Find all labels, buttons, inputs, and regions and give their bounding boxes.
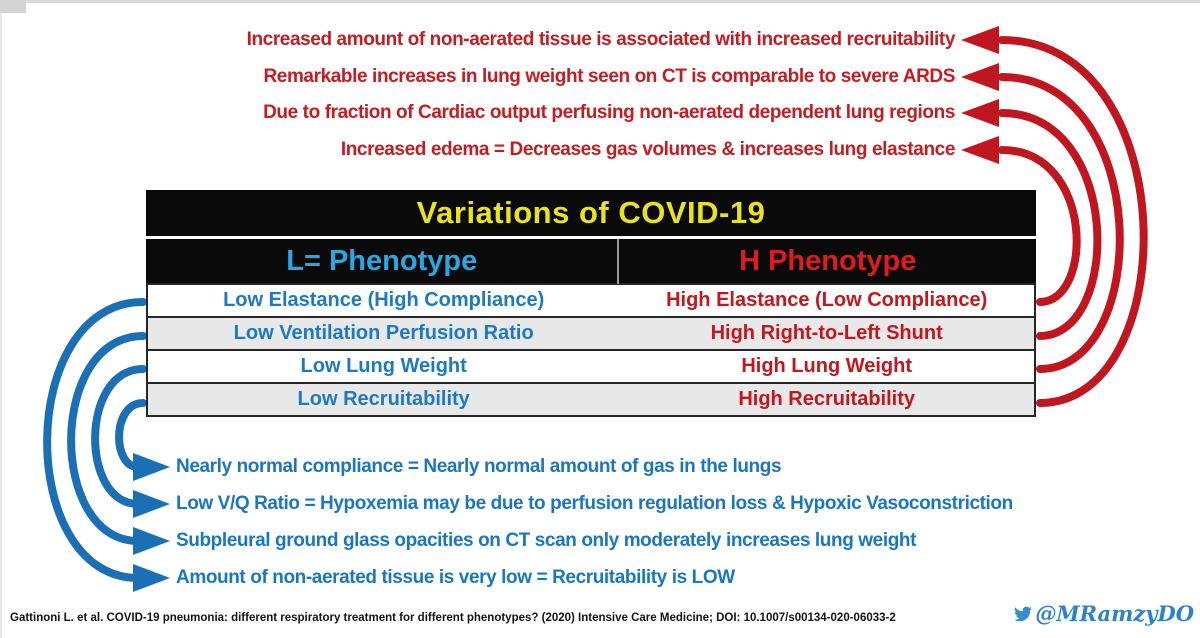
- bottom-note-recruitability: Amount of non-aerated tissue is very low…: [176, 567, 735, 588]
- top-note-recruitability: Increased amount of non-aerated tissue i…: [246, 29, 956, 50]
- table-header-row: L= Phenotype H Phenotype: [146, 239, 1036, 284]
- table-row-ventilation: Low Ventilation Perfusion Ratio High Rig…: [146, 316, 1036, 351]
- table-row-recruitability: Low Recruitability High Recruitability: [146, 382, 1036, 417]
- table-row-lung-weight: Low Lung Weight High Lung Weight: [146, 349, 1036, 384]
- top-note-lung-weight: Remarkable increases in lung weight seen…: [263, 66, 955, 87]
- l-phenotype-cell: Low Elastance (High Compliance): [223, 289, 545, 311]
- bottom-note-vq-ratio: Low V/Q Ratio = Hypoxemia may be due to …: [176, 493, 1013, 514]
- column-header-l-phenotype: L= Phenotype: [146, 239, 620, 284]
- top-note-elastance: Increased edema = Decreases gas volumes …: [340, 139, 956, 160]
- bottom-note-ground-glass: Subpleural ground glass opacities on CT …: [176, 530, 917, 551]
- twitter-handle: @MRamzyDO: [1035, 601, 1194, 626]
- h-phenotype-cell: High Right-to-Left Shunt: [710, 322, 943, 344]
- table-title-divider: [146, 236, 1036, 239]
- slide-edge-corner: [0, 0, 26, 13]
- bottom-note-compliance: Nearly normal compliance = Nearly normal…: [176, 456, 782, 477]
- twitter-attribution: @MRamzyDO: [1014, 601, 1194, 626]
- slide-edge-left: [0, 0, 2, 638]
- table-body: Low Elastance (High Compliance) High Ela…: [146, 283, 1036, 417]
- twitter-icon: [1014, 606, 1033, 621]
- slide-edge-top: [0, 0, 1200, 3]
- phenotype-table: Variations of COVID-19 L= Phenotype H Ph…: [146, 190, 1036, 417]
- table-title: Variations of COVID-19: [146, 190, 1036, 236]
- column-header-h-phenotype: H Phenotype: [739, 245, 917, 277]
- h-phenotype-cell: High Lung Weight: [741, 355, 913, 377]
- table-row-elastance: Low Elastance (High Compliance) High Ela…: [146, 283, 1036, 318]
- h-phenotype-cell: High Elastance (Low Compliance): [666, 289, 988, 311]
- l-phenotype-cell: Low Recruitability: [297, 388, 470, 410]
- l-phenotype-cell: Low Lung Weight: [300, 355, 467, 377]
- top-note-shunt: Due to fraction of Cardiac output perfus…: [263, 102, 955, 123]
- l-phenotype-cell: Low Ventilation Perfusion Ratio: [233, 322, 534, 344]
- citation-text: Gattinoni L. et al. COVID-19 pneumonia: …: [10, 612, 896, 624]
- h-phenotype-cell: High Recruitability: [738, 388, 916, 410]
